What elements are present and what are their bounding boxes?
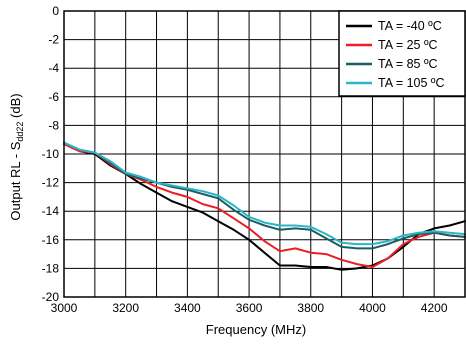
series-lines <box>63 141 466 271</box>
legend-label-2: TA = 85 ºC <box>378 57 438 71</box>
series-line-3 <box>63 141 466 246</box>
y-tick-label: -12 <box>42 176 60 190</box>
legend-label-3: TA = 105 ºC <box>378 76 445 90</box>
x-axis-label: Frequency (MHz) <box>206 322 306 337</box>
y-tick-label: -2 <box>48 33 59 47</box>
y-tick-label: -18 <box>42 261 60 275</box>
y-tick-label: -16 <box>42 233 60 247</box>
y-tick-label: -20 <box>42 290 60 304</box>
x-tick-label: 4000 <box>359 301 386 315</box>
x-tick-label: 4200 <box>421 301 448 315</box>
y-tick-labels: 0 -2 -4 -6 -8 -10 -12 -14 -16 -18 -20 <box>42 4 60 304</box>
y-tick-label: -4 <box>48 61 59 75</box>
y-tick-label: -6 <box>48 90 59 104</box>
x-tick-labels: 3000 3200 3400 3600 3800 4000 4200 <box>51 301 448 315</box>
y-tick-label: -14 <box>42 204 60 218</box>
x-tick-label: 3800 <box>297 301 324 315</box>
x-tick-label: 3000 <box>51 301 78 315</box>
plot-frame <box>63 10 466 298</box>
x-tick-label: 3600 <box>236 301 263 315</box>
series-line-0 <box>63 143 466 271</box>
legend-label-0: TA = -40 ºC <box>378 19 442 33</box>
legend-label-1: TA = 25 ºC <box>378 38 438 52</box>
y-axis-label-main: Output RL - S <box>8 141 23 220</box>
y-tick-label: -8 <box>48 118 59 132</box>
y-axis-label-subscript: dd22 <box>15 122 25 142</box>
y-tick-label: 0 <box>52 4 59 18</box>
x-tick-label: 3400 <box>174 301 201 315</box>
legend: TA = -40 ºC TA = 25 ºC TA = 85 ºC TA = 105 … <box>338 10 466 97</box>
x-tick-label: 3200 <box>112 301 139 315</box>
series-line-2 <box>63 141 466 250</box>
y-tick-label: -10 <box>42 147 60 161</box>
y-axis-label: Output RL - Sdd22 (dB) <box>8 93 25 220</box>
y-axis-label-unit: (dB) <box>8 93 23 121</box>
